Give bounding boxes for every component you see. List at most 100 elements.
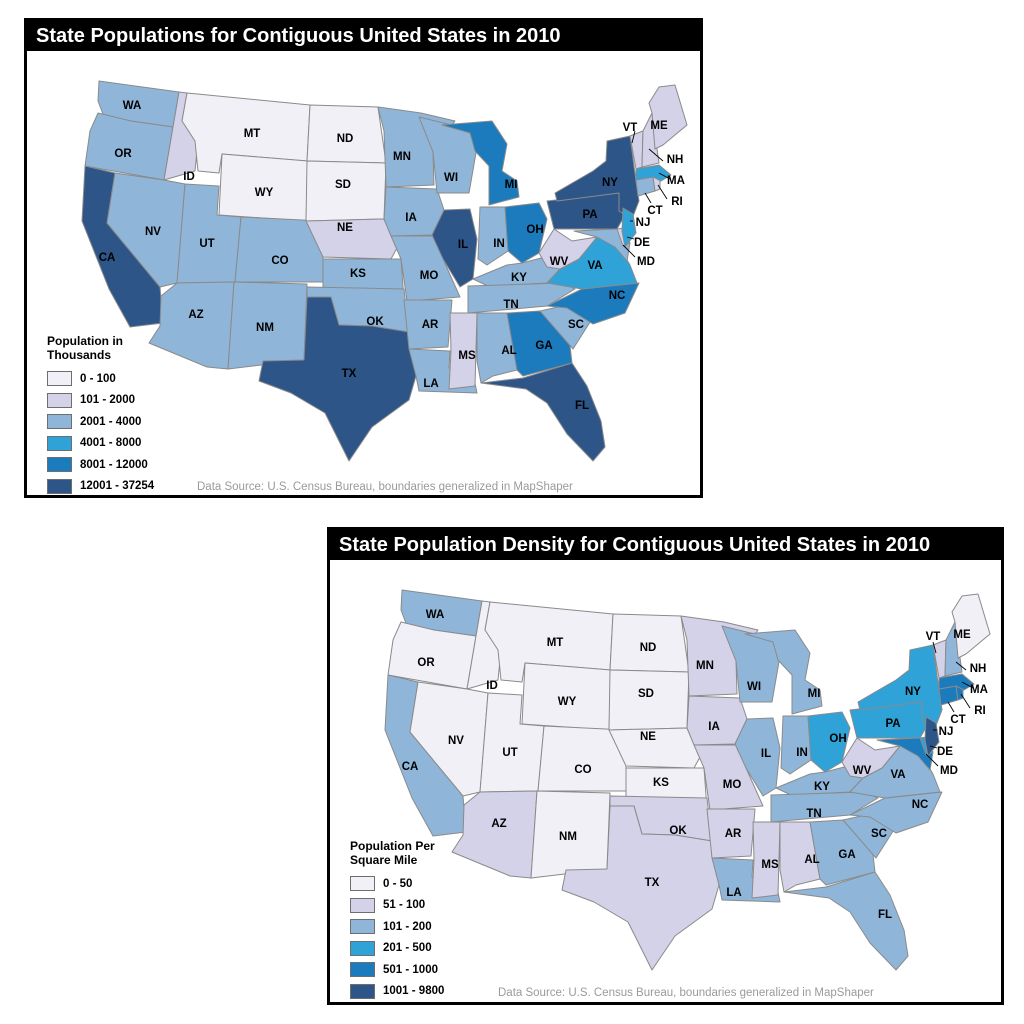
legend-swatch xyxy=(350,876,375,892)
state-label: NY xyxy=(602,177,618,189)
legend-swatch xyxy=(47,457,72,473)
state-il xyxy=(431,208,478,288)
state-label: CO xyxy=(271,255,288,267)
leader-line xyxy=(622,244,636,258)
population-map-panel: State Populations for Contiguous United … xyxy=(24,18,703,498)
state-nh xyxy=(944,621,963,677)
state-in xyxy=(477,206,509,266)
state-me xyxy=(951,593,991,659)
state-label: SC xyxy=(568,319,584,331)
state-label: LA xyxy=(423,378,438,390)
state-label: NE xyxy=(640,731,656,743)
legend-swatch xyxy=(350,962,375,978)
legend-item: 0 - 50 xyxy=(350,873,460,895)
state-label: AL xyxy=(804,854,819,866)
state-label: KS xyxy=(653,777,669,789)
state-label: IN xyxy=(493,238,505,250)
state-label: WY xyxy=(255,187,274,199)
state-label: WV xyxy=(853,765,872,777)
state-label: ID xyxy=(183,171,195,183)
legend-swatch xyxy=(350,940,375,956)
state-label: ID xyxy=(486,680,498,692)
state-label: MN xyxy=(393,151,411,163)
state-tn xyxy=(770,791,879,823)
state-nj xyxy=(924,716,940,757)
state-label: NE xyxy=(337,222,353,234)
state-label: SC xyxy=(871,828,887,840)
state-label: LA xyxy=(726,887,741,899)
population-map: WA OR CA ID NV MT WY UT AZ CO NM ND SD NE KS OK TX MN IA MO… xyxy=(81,80,688,462)
state-label: MN xyxy=(696,660,714,672)
legend-item: 51 - 100 xyxy=(350,895,460,917)
leader-line xyxy=(955,661,967,671)
leader-line xyxy=(657,184,668,200)
leader-line xyxy=(631,130,636,144)
state-nj xyxy=(621,207,637,248)
legend-swatch xyxy=(47,371,72,387)
state-label: MA xyxy=(970,684,988,696)
legend-title: Population Per Square Mile xyxy=(350,839,435,867)
state-label: TN xyxy=(806,808,821,820)
state-label: MD xyxy=(940,765,958,777)
state-label: CO xyxy=(574,764,591,776)
state-label: MT xyxy=(547,637,564,649)
state-label: MS xyxy=(761,859,779,871)
leader-line xyxy=(626,236,635,240)
state-label: UT xyxy=(199,238,214,250)
state-label: SD xyxy=(335,179,351,191)
state-label: CT xyxy=(950,714,965,726)
state-me xyxy=(648,84,688,150)
legend-swatch xyxy=(47,435,72,451)
legend-item: 0 - 100 xyxy=(47,368,157,390)
state-label: SD xyxy=(638,688,654,700)
state-tx xyxy=(561,805,720,971)
state-label: NV xyxy=(448,735,464,747)
state-label: FL xyxy=(575,400,589,412)
state-label: RI xyxy=(671,196,683,208)
state-label: GA xyxy=(838,849,855,861)
state-label: WA xyxy=(123,100,142,112)
state-label: NJ xyxy=(636,217,651,229)
state-label: WY xyxy=(558,696,577,708)
state-label: MO xyxy=(723,779,742,791)
state-label: ND xyxy=(640,642,657,654)
state-sd xyxy=(608,669,690,731)
state-label: TN xyxy=(503,299,518,311)
leader-line xyxy=(648,148,664,162)
legend-swatch xyxy=(47,414,72,430)
map-title: State Populations for Contiguous United … xyxy=(27,21,700,51)
legend-item: 1001 - 9800 xyxy=(350,981,460,1003)
legend-item: 12001 - 37254 xyxy=(47,476,157,498)
state-az xyxy=(451,790,538,879)
state-label: AL xyxy=(501,345,516,357)
leader-line xyxy=(947,701,955,713)
state-label: MS xyxy=(458,350,476,362)
legend-item: 8001 - 12000 xyxy=(47,454,157,476)
leader-line xyxy=(932,641,937,654)
density-map-panel: State Population Density for Contiguous … xyxy=(327,527,1004,1005)
state-label: IN xyxy=(796,747,808,759)
state-label: VT xyxy=(926,631,941,643)
state-wv xyxy=(538,228,598,270)
state-ms xyxy=(751,821,781,899)
legend-title: Population in Thousands xyxy=(47,334,123,362)
legend-item: 101 - 200 xyxy=(350,916,460,938)
leader-line xyxy=(925,753,939,767)
state-label: MD xyxy=(637,256,655,268)
state-label: TX xyxy=(645,877,660,889)
state-label: PA xyxy=(582,209,597,221)
state-label: NM xyxy=(256,322,274,334)
density-map: WA OR CA ID NV MT WY UT AZ CO NM ND SD NE KS OK TX MN IA MO… xyxy=(384,589,991,971)
leader-line xyxy=(960,693,971,709)
legend: Population in Thousands 0 - 100 101 - 20… xyxy=(47,334,157,497)
state-label: OH xyxy=(526,224,543,236)
state-label: MI xyxy=(808,688,821,700)
state-ar xyxy=(403,299,453,350)
state-label: WI xyxy=(444,172,458,184)
state-label: VA xyxy=(587,260,602,272)
map-title: State Population Density for Contiguous … xyxy=(330,530,1001,560)
state-label: UT xyxy=(502,747,517,759)
state-label: IA xyxy=(708,721,720,733)
state-label: AR xyxy=(422,319,439,331)
state-label: TX xyxy=(342,368,357,380)
